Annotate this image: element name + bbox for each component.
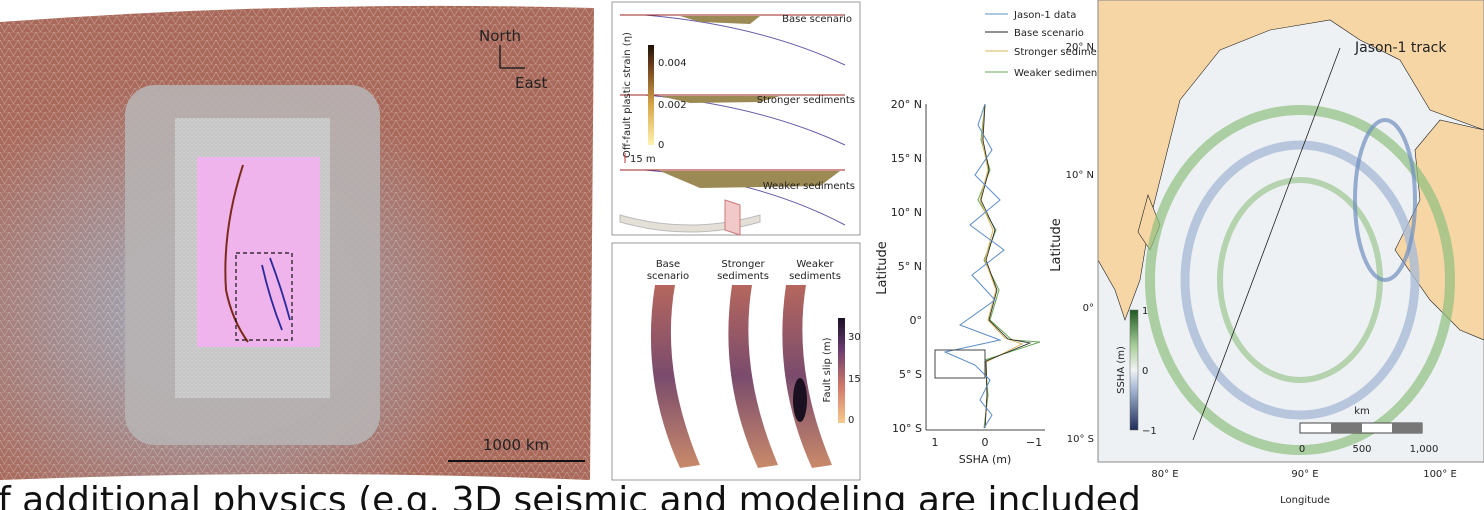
inset-box	[935, 350, 985, 378]
colorbar-tick: 1	[1142, 306, 1148, 317]
scale-label: 1000 km	[483, 436, 549, 454]
colorbar-tick: 0	[1142, 366, 1148, 377]
y-tick-label: 5° S	[899, 368, 922, 381]
y-tick-label: 10° S	[892, 422, 922, 435]
scenario-label: Stronger sediments	[757, 95, 855, 106]
scenario-label: sediments	[789, 271, 841, 282]
mesh-panel: North East 1000 km	[0, 6, 594, 480]
y-tick-label: 10° N	[1066, 170, 1094, 181]
legend-label: Weaker sediments	[1014, 68, 1106, 79]
slip-panel: Base scenario Stronger sediments Weaker …	[612, 243, 861, 480]
y-tick-label: 20° N	[891, 98, 922, 111]
y-tick-label: 10° N	[891, 206, 922, 219]
colorbar-tick: 0	[848, 415, 854, 426]
scale-tick: 1,000	[1410, 444, 1439, 455]
colorbar-tick: 15	[848, 374, 861, 385]
scenario-label: Stronger	[721, 259, 765, 270]
scale-label: 15 m	[630, 154, 656, 165]
colorbar-title: Off-fault plastic strain (η)	[622, 32, 633, 158]
y-axis-label: Latitude	[1049, 218, 1064, 272]
colorbar-tick: −1	[1142, 426, 1157, 437]
scale-segment	[1331, 423, 1362, 433]
scale-segment	[1392, 423, 1422, 433]
base-line	[981, 104, 1030, 428]
scale-title: km	[1354, 406, 1370, 417]
y-tick-label: 10° S	[1067, 434, 1094, 445]
colorbar-title: SSHA (m)	[1116, 346, 1127, 394]
compass-north: North	[479, 27, 521, 45]
x-tick-label: 90° E	[1291, 469, 1318, 480]
scale-tick: 500	[1352, 444, 1371, 455]
map-panel: Jason-1 track 20° N 10° N 0° 10° S Latit…	[1049, 0, 1484, 506]
page: North East 1000 km Base scenario Stronge…	[0, 0, 1484, 510]
y-tick-label: 0°	[910, 314, 923, 327]
scenario-label: Weaker sediments	[763, 181, 855, 192]
colorbar-tick: 0.004	[658, 58, 687, 69]
legend-label: Base scenario	[1014, 28, 1084, 39]
track-label: Jason-1 track	[1354, 40, 1447, 56]
y-tick-label: 0°	[1083, 303, 1094, 314]
x-tick-label: 1	[932, 436, 939, 449]
y-tick-label: 5° N	[898, 260, 922, 273]
x-tick-label: 80° E	[1151, 469, 1178, 480]
y-tick-label: 20° N	[1066, 42, 1094, 53]
x-axis-label: SSHA (m)	[959, 453, 1012, 466]
scenario-label: Weaker	[796, 259, 834, 270]
figure: North East 1000 km Base scenario Stronge…	[0, 0, 1484, 510]
x-tick-label: −1	[1026, 436, 1042, 449]
ssha-panel: Jason-1 data Base scenario Stronger sedi…	[875, 10, 1112, 466]
colorbar	[838, 318, 845, 423]
colorbar-tick: 0.002	[658, 100, 687, 111]
x-tick-label: 100° E	[1423, 469, 1457, 480]
scenario-label: sediments	[717, 271, 769, 282]
x-axis-label: Longitude	[1280, 495, 1330, 506]
y-tick-label: 15° N	[891, 152, 922, 165]
slip-peak	[793, 378, 807, 422]
colorbar-tick: 0	[658, 140, 664, 151]
strain-panel: Base scenario Stronger sediments Weaker …	[612, 2, 860, 235]
caption: f additional physics (e.g. 3D seismic an…	[0, 480, 1141, 510]
slice-plane	[725, 200, 740, 235]
fault-image	[197, 157, 320, 347]
colorbar	[1130, 310, 1138, 430]
scenario-label: Base	[656, 259, 680, 270]
colorbar-tick: 30	[848, 332, 861, 343]
scale-tick: 0	[1299, 444, 1305, 455]
compass-east: East	[515, 74, 547, 92]
colorbar-title: Fault slip (m)	[822, 337, 833, 402]
x-tick-label: 0	[982, 436, 989, 449]
y-axis-label: Latitude	[875, 241, 890, 295]
legend-label: Jason-1 data	[1013, 10, 1076, 21]
scenario-label: Base scenario	[782, 14, 852, 25]
jason-line	[945, 104, 1004, 428]
colorbar	[648, 45, 654, 145]
scenario-label: scenario	[647, 271, 689, 282]
